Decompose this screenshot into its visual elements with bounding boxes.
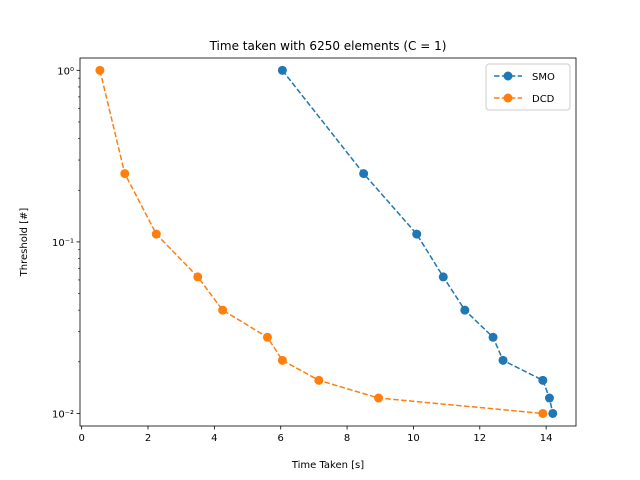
axis-ticks: 0 2 4 6 8 10 12 14 10⁻² 10⁻¹ 10⁰ xyxy=(52,66,553,444)
data-point-smo xyxy=(438,272,448,282)
legend-box xyxy=(485,63,571,111)
legend: SMO DCD xyxy=(485,63,571,111)
data-point-smo xyxy=(488,332,498,342)
series-line-smo xyxy=(281,69,554,414)
data-point-smo xyxy=(544,393,554,403)
chart-title: Time taken with 6250 elements (C = 1) xyxy=(209,39,447,53)
x-tick-label: 0 xyxy=(78,433,84,444)
data-point-smo xyxy=(548,408,558,418)
y-tick-label: 10⁰ xyxy=(57,66,74,77)
legend-label-dcd: DCD xyxy=(532,94,555,105)
data-point-smo xyxy=(498,355,508,365)
data-point-dcd xyxy=(314,375,324,385)
legend-marker-smo xyxy=(503,71,513,81)
data-point-smo xyxy=(412,229,422,239)
series-smo xyxy=(277,65,558,418)
y-axis-label: Threshold [#] xyxy=(19,208,30,278)
x-tick-label: 12 xyxy=(473,433,486,444)
axes-frame xyxy=(79,57,577,427)
x-tick-label: 10 xyxy=(407,433,420,444)
legend-item: SMO xyxy=(494,71,555,83)
data-point-smo xyxy=(359,169,369,179)
x-tick-label: 6 xyxy=(278,433,284,444)
data-point-dcd xyxy=(374,393,384,403)
data-point-dcd xyxy=(95,65,105,75)
data-point-dcd xyxy=(120,169,130,179)
data-point-dcd xyxy=(538,408,548,418)
data-point-dcd xyxy=(151,229,161,239)
legend-item: DCD xyxy=(494,93,555,105)
legend-marker-dcd xyxy=(503,93,513,103)
x-tick-label: 2 xyxy=(145,433,151,444)
series-dcd xyxy=(95,65,548,418)
y-tick-label: 10⁻² xyxy=(52,409,74,420)
data-point-dcd xyxy=(277,355,287,365)
x-axis-label: Time Taken [s] xyxy=(291,460,364,471)
x-tick-label: 8 xyxy=(344,433,350,444)
series-line-dcd xyxy=(99,70,543,415)
data-point-smo xyxy=(538,375,548,385)
legend-label-smo: SMO xyxy=(532,72,555,83)
data-point-dcd xyxy=(193,272,203,282)
x-tick-label: 14 xyxy=(540,433,553,444)
y-tick-label: 10⁻¹ xyxy=(52,238,74,249)
x-tick-label: 4 xyxy=(211,433,217,444)
series-layer xyxy=(95,65,558,418)
data-point-dcd xyxy=(218,305,228,315)
data-point-smo xyxy=(277,65,287,75)
data-point-dcd xyxy=(262,332,272,342)
data-point-smo xyxy=(460,305,470,315)
